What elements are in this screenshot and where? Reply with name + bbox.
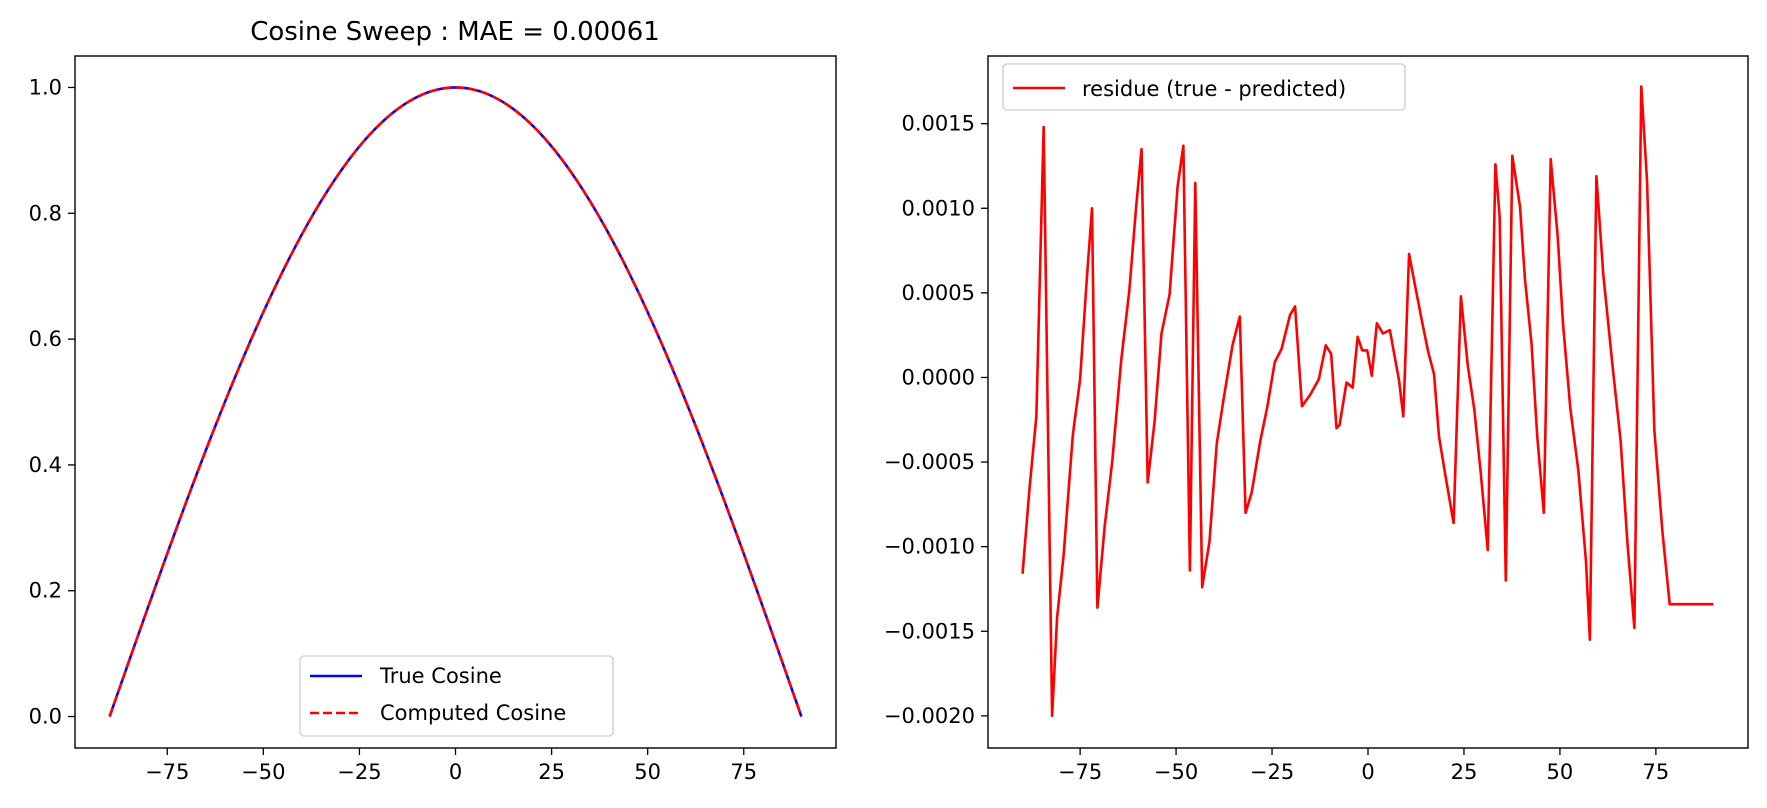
- x-tick-label: −50: [1154, 760, 1198, 784]
- y-tick-label: −0.0005: [884, 450, 975, 474]
- y-tick-label: 0.6: [29, 327, 62, 351]
- x-tick-label: −25: [1250, 760, 1294, 784]
- y-tick-label: 1.0: [29, 75, 62, 99]
- y-tick-label: −0.0015: [884, 619, 975, 643]
- y-tick-label: 0.0010: [902, 196, 975, 220]
- x-tick-label: 25: [1451, 760, 1478, 784]
- cosine-plot-lines: [108, 86, 803, 717]
- residue-plot-lines: [1021, 85, 1714, 718]
- x-tick-label: 50: [1547, 760, 1574, 784]
- residue-panel: −75 −50 −25 0 25 50 75 −0.0020−0.0015−0.0010−0…: [884, 55, 1749, 784]
- cosine-plot-frame: [74, 55, 837, 749]
- y-tick-label: −0.0010: [884, 535, 975, 559]
- x-tick-label: 75: [730, 760, 757, 784]
- y-tick-label: 0.8: [29, 201, 62, 225]
- cosine-x-ticks: −75 −50 −25 0 25 50 75: [145, 748, 757, 784]
- y-tick-label: 0.0: [29, 705, 62, 729]
- y-tick-label: 0.0005: [902, 281, 975, 305]
- chart-title: Cosine Sweep : MAE = 0.00061: [250, 17, 660, 47]
- true-cosine-line: [108, 86, 803, 717]
- x-tick-label: 25: [538, 760, 565, 784]
- x-tick-label: 0: [449, 760, 462, 784]
- cosine-y-ticks: 0.0 0.2 0.4 0.6 0.8 1.0: [29, 75, 75, 729]
- x-tick-label: −75: [1058, 760, 1102, 784]
- legend-box: [299, 655, 614, 737]
- cosine-sweep-panel: Cosine Sweep : MAE = 0.00061 −75 −50 −25 0 2…: [29, 17, 837, 784]
- x-tick-label: 75: [1643, 760, 1670, 784]
- residue-line: [1021, 85, 1714, 718]
- residue-plot-frame: [987, 55, 1749, 749]
- y-tick-label: −0.0020: [884, 704, 975, 728]
- residue-y-ticks: −0.0020 −0.0015 −0.0010 −0.0005 0.0000 0.0005…: [884, 112, 988, 728]
- y-tick-label: 0.0000: [902, 365, 975, 389]
- y-tick-label: 0.0015: [902, 112, 975, 136]
- x-tick-label: 0: [1361, 760, 1374, 784]
- legend-computed-cosine-label: Computed Cosine: [380, 701, 566, 725]
- x-tick-label: −25: [337, 760, 381, 784]
- y-tick-label: 0.2: [29, 579, 62, 603]
- x-tick-label: −75: [145, 760, 189, 784]
- cosine-legend: True Cosine Computed Cosine: [299, 655, 614, 737]
- legend-true-cosine-label: True Cosine: [379, 664, 502, 688]
- residue-x-ticks: −75 −50 −25 0 25 50 75: [1058, 748, 1669, 784]
- x-tick-label: −50: [241, 760, 285, 784]
- computed-cosine-line: [108, 86, 803, 717]
- y-tick-label: 0.4: [29, 453, 62, 477]
- x-tick-label: 50: [634, 760, 661, 784]
- legend-box: [1002, 63, 1406, 111]
- legend-residue-label: residue (true - predicted): [1082, 77, 1346, 101]
- residue-legend: residue (true - predicted): [1002, 63, 1406, 111]
